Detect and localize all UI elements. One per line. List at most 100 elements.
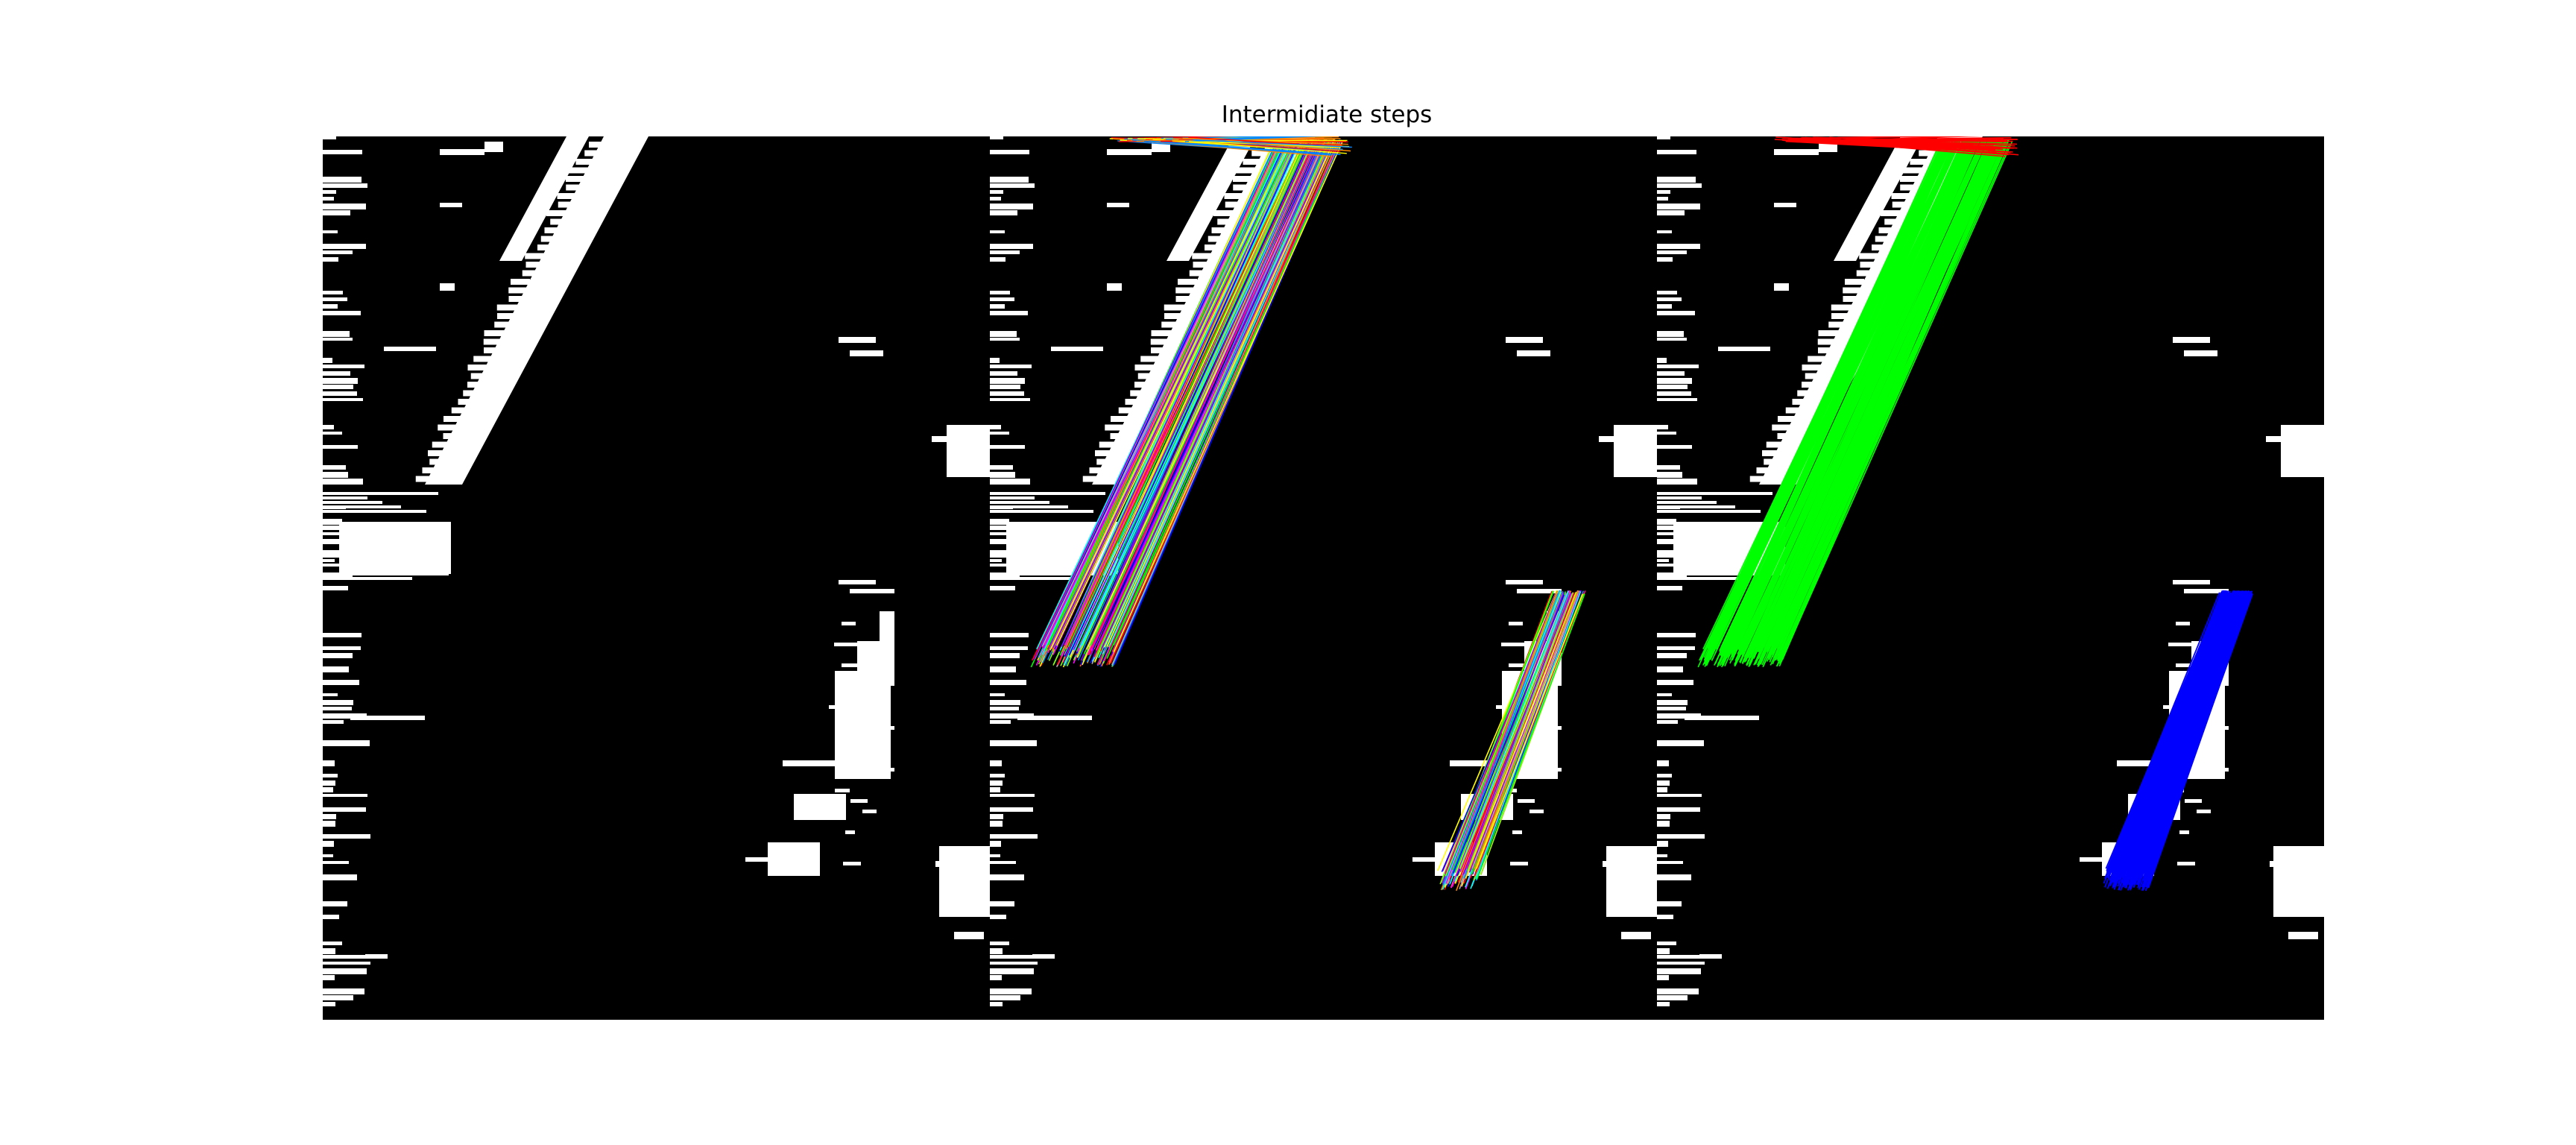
- white-region: [783, 760, 842, 766]
- white-region: [323, 479, 363, 485]
- white-region: [1657, 693, 1672, 696]
- white-region: [443, 416, 462, 422]
- line-segment: [1781, 139, 2007, 660]
- white-region: [1082, 476, 1108, 482]
- white-region: [990, 653, 1020, 658]
- white-region: [323, 821, 335, 827]
- white-region: [1919, 150, 1942, 157]
- white-region: [1685, 716, 1759, 720]
- line-segment: [1467, 592, 1574, 871]
- white-region: [451, 407, 473, 414]
- white-region: [2174, 674, 2185, 678]
- white-region: [1657, 204, 1700, 209]
- white-region: [1657, 371, 1685, 376]
- white-region: [1107, 149, 1152, 155]
- white-region: [1762, 450, 1795, 456]
- line-segment: [1106, 141, 1334, 647]
- white-region: [558, 201, 587, 208]
- white-region: [1657, 577, 1746, 580]
- white-region: [537, 245, 559, 250]
- white-region: [1657, 646, 1695, 650]
- line-segment: [1748, 142, 1984, 649]
- white-region: [990, 948, 1003, 954]
- white-region: [323, 510, 426, 513]
- white-region: [1507, 674, 1518, 678]
- line-segment: [1172, 140, 1347, 154]
- line-segment: [1041, 141, 1284, 647]
- white-region: [845, 830, 855, 834]
- white-region: [990, 915, 1006, 919]
- white-region: [1164, 304, 1193, 311]
- white-region: [1792, 399, 1811, 405]
- line-segment: [1463, 592, 1572, 874]
- white-region: [990, 358, 1000, 363]
- white-region: [1224, 193, 1243, 199]
- white-region: [323, 311, 361, 315]
- white-region: [1526, 747, 1555, 751]
- white-region: [1657, 501, 1717, 504]
- white-region: [323, 244, 366, 249]
- white-region: [1529, 768, 1562, 772]
- white-region: [836, 695, 850, 698]
- line-segment: [1714, 139, 1957, 649]
- white-region: [323, 955, 366, 959]
- white-region: [1766, 441, 1793, 448]
- white-region: [842, 663, 860, 667]
- white-region: [1892, 201, 1921, 208]
- panel-line-segments: [990, 136, 1657, 1020]
- white-region: [850, 799, 868, 803]
- white-region: [990, 814, 1003, 819]
- white-region: [1657, 311, 1695, 315]
- white-region: [1657, 331, 1684, 337]
- white-region: [497, 313, 524, 319]
- white-region: [850, 589, 894, 593]
- white-region: [1095, 450, 1128, 456]
- white-region: [1808, 356, 1831, 362]
- white-region: [1089, 467, 1120, 473]
- white-region: [1860, 262, 1883, 268]
- white-region: [2266, 436, 2288, 442]
- line-segment: [1109, 142, 1336, 646]
- white-region: [323, 210, 350, 215]
- white-region: [525, 253, 548, 259]
- white-region: [494, 321, 524, 328]
- white-region: [440, 149, 484, 155]
- white-region: [932, 436, 954, 442]
- white-region: [1134, 365, 1158, 370]
- white-region: [1802, 382, 1822, 388]
- white-region: [1233, 184, 1263, 191]
- line-segment: [1052, 139, 1295, 649]
- white-region: [544, 227, 569, 233]
- white-region: [584, 150, 608, 157]
- white-region: [1107, 283, 1122, 291]
- white-region: [1884, 218, 1917, 225]
- white-region: [990, 740, 1037, 746]
- white-region: [323, 432, 342, 435]
- white-region: [1657, 955, 1700, 959]
- panel-background: [323, 136, 990, 1020]
- white-region: [1657, 1002, 1670, 1006]
- white-region: [1657, 136, 1670, 139]
- white-region: [323, 968, 367, 974]
- white-region: [2176, 622, 2190, 625]
- white-region: [990, 941, 1009, 945]
- white-region: [1530, 810, 1544, 813]
- white-region: [323, 391, 357, 396]
- white-region: [1151, 347, 1169, 353]
- white-region: [990, 955, 1033, 959]
- line-segment: [1755, 142, 1986, 646]
- white-region: [990, 713, 1034, 719]
- white-region: [1208, 236, 1230, 242]
- line-overlay: [1697, 136, 2253, 892]
- white-region: [1657, 257, 1673, 262]
- white-region: [323, 586, 348, 590]
- white-region: [990, 794, 1035, 797]
- line-segment: [2144, 593, 2253, 892]
- white-region: [415, 476, 441, 482]
- white-region: [1137, 373, 1160, 379]
- white-region: [1657, 988, 1699, 994]
- line-segment: [1711, 139, 1954, 651]
- white-region: [1856, 270, 1888, 277]
- white-region: [1503, 695, 1518, 698]
- white-region: [323, 666, 349, 672]
